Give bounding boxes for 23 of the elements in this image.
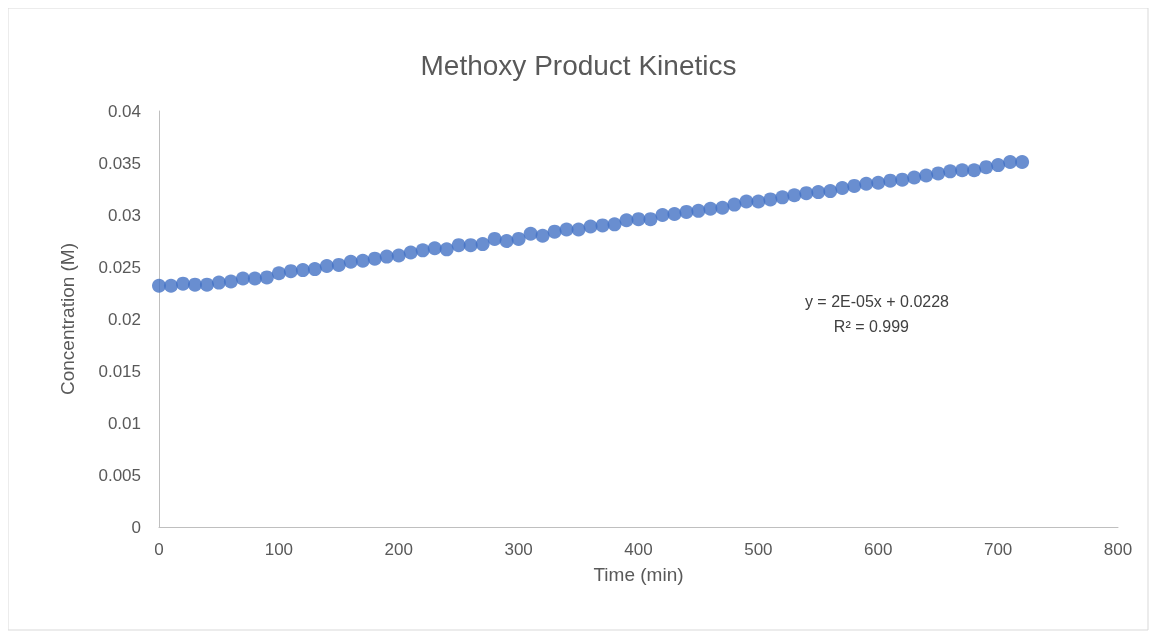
y-tick-label: 0.025 xyxy=(98,257,141,277)
x-axis-title: Time (min) xyxy=(593,564,684,585)
y-tick-label: 0.01 xyxy=(107,413,141,433)
x-tick-label: 700 xyxy=(983,540,1013,559)
y-tick-label: 0.02 xyxy=(107,309,141,329)
annotation: R² = 0.999 xyxy=(833,317,910,335)
x-tick-label: 200 xyxy=(384,540,413,559)
y-axis-title: Concentration (M) xyxy=(57,242,78,396)
x-tick-label: 500 xyxy=(744,540,773,559)
chart-title: Methoxy Product Kinetics xyxy=(420,49,737,81)
y-tick-label: 0.015 xyxy=(98,361,141,381)
y-tick-label: 0.005 xyxy=(98,465,141,485)
y-tick-label: 0.04 xyxy=(107,101,141,121)
y-tick-label: 0.03 xyxy=(107,205,141,225)
y-tick-label: 0.035 xyxy=(98,153,141,173)
x-tick-label: 400 xyxy=(624,540,653,559)
x-tick-label: 300 xyxy=(504,540,533,559)
x-tick-label: 0 xyxy=(154,540,164,559)
y-tick-label: 0 xyxy=(131,517,141,537)
x-tick-label: 800 xyxy=(1103,540,1133,559)
x-tick-label: 600 xyxy=(864,540,893,559)
x-tick-label: 100 xyxy=(264,540,294,559)
annotation: y = 2E-05x + 0.0228 xyxy=(804,292,950,310)
